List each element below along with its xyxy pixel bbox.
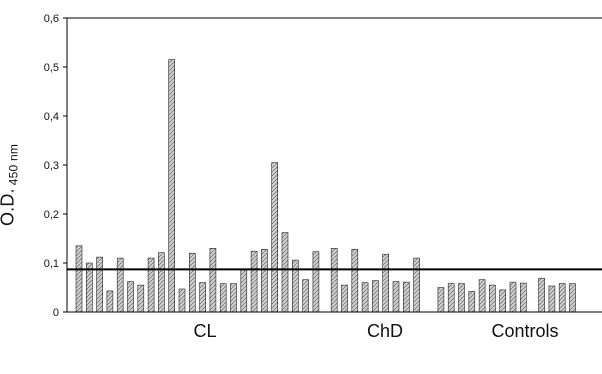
y-tick-label: 0,2	[44, 209, 59, 221]
bar-43	[538, 277, 545, 313]
bar-22	[291, 259, 299, 313]
bar-44	[548, 285, 556, 313]
bar-24	[312, 251, 320, 313]
bars-layer	[75, 59, 576, 313]
bar-6	[127, 281, 134, 313]
bar-39	[489, 284, 496, 313]
y-axis-title-main: O.D.	[0, 188, 18, 227]
y-tick-label: 0,1	[44, 258, 59, 270]
bar-19	[261, 249, 268, 313]
bar-28	[361, 282, 369, 313]
bar-26	[341, 284, 348, 313]
bar-20	[271, 162, 279, 313]
bar-34	[437, 287, 445, 313]
bar-17	[240, 269, 248, 313]
group-label-chd: ChD	[367, 321, 403, 341]
y-axis-title-subscript: 450 nm	[6, 143, 21, 186]
bar-18	[250, 250, 258, 313]
axis-layer	[63, 17, 602, 313]
y-tick-label: 0,3	[44, 160, 59, 172]
bar-11	[178, 288, 186, 313]
group-label-cl: CL	[193, 321, 216, 341]
bar-37	[468, 291, 476, 313]
bar-31	[392, 281, 400, 313]
y-tick-label: 0,4	[44, 111, 59, 123]
y-tick-label: 0	[53, 307, 59, 319]
bar-45	[558, 283, 566, 313]
bar-15	[219, 283, 227, 313]
y-axis-title: O.D. 450 nm	[0, 143, 21, 227]
bar-41	[509, 281, 517, 313]
bar-40	[499, 289, 507, 313]
bar-38	[478, 279, 486, 313]
bar-30	[382, 253, 390, 313]
bar-46	[569, 283, 576, 313]
y-tick-label: 0,5	[44, 62, 59, 74]
bar-5	[116, 257, 124, 313]
group-label-controls: Controls	[491, 321, 558, 341]
bar-9	[158, 252, 165, 313]
bar-8	[147, 257, 155, 313]
bar-12	[189, 252, 196, 313]
bar-36	[458, 283, 465, 313]
bar-10	[168, 59, 175, 313]
bar-23	[302, 279, 309, 313]
labels-layer: 0 0,1 0,2 0,3 0,4 0,5 0,6 CL ChD Controls	[44, 13, 559, 341]
bar-16	[230, 283, 237, 313]
bar-29	[372, 280, 379, 313]
bar-7	[137, 284, 145, 313]
bar-42	[519, 282, 527, 313]
bar-25	[330, 248, 338, 313]
bar-32	[402, 281, 410, 313]
bar-35	[447, 283, 455, 313]
bar-33	[413, 257, 420, 313]
bar-14	[209, 248, 217, 313]
bar-1	[75, 245, 83, 313]
bar-4	[106, 290, 114, 313]
bar-27	[351, 249, 359, 313]
y-tick-label: 0,6	[44, 13, 59, 25]
bar-21	[281, 232, 289, 313]
bar-13	[199, 282, 206, 313]
bar-3	[96, 256, 103, 313]
